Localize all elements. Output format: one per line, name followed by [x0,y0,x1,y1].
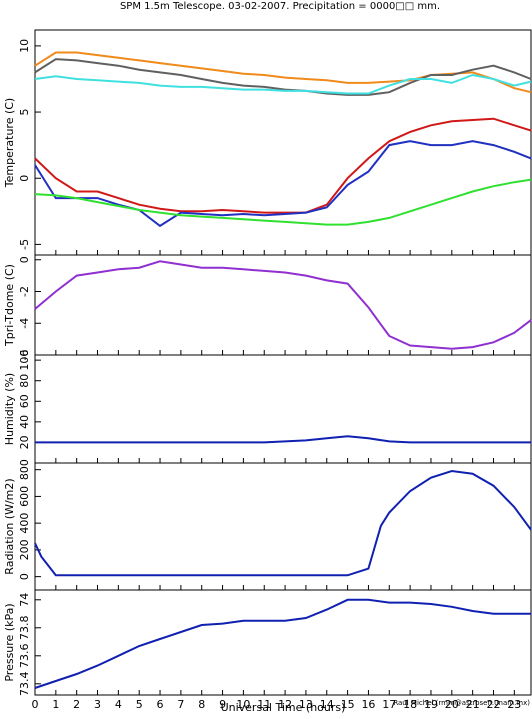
x-tick-label: 14 [320,698,334,711]
x-tick-label: 6 [157,698,164,711]
y-tick-label: 60 [18,394,31,408]
data-line [34,178,532,226]
credit: Raul Michel (rmm@astrosen.unam.mx) [393,699,530,707]
x-tick-label: 3 [94,698,101,711]
y-tick-label: 100 [18,350,31,371]
x-tick-label: 9 [219,698,226,711]
data-line [34,73,532,95]
y-tick-label: 40 [18,415,31,429]
data-line [34,140,532,228]
plot-frame [34,354,532,464]
x-tick-label: 15 [341,698,355,711]
plot-frame [34,589,532,696]
x-tick-label: 12 [278,698,292,711]
x-tick-label: 13 [299,698,313,711]
y-tick-label: 800 [18,459,31,480]
x-tick-label: 10 [236,698,250,711]
data-line [34,51,532,94]
y-tick-label: -6 [18,350,31,361]
y-axis-label: Pressure (kPa) [3,603,16,681]
y-tick-label: -5 [18,239,31,250]
y-tick-label: 200 [18,539,31,560]
y-tick-label: 600 [18,486,31,507]
x-tick-label: 7 [177,698,184,711]
y-tick-label: -4 [18,318,31,329]
data-line [34,598,531,689]
y-tick-label: 80 [18,374,31,388]
y-tick-label: 400 [18,513,31,534]
y-tick-label: -2 [18,286,31,297]
x-tick-label: 8 [198,698,205,711]
x-tick-label: 2 [73,698,80,711]
x-tick-label: 4 [115,698,122,711]
y-tick-label: 20 [18,435,31,449]
x-tick-label: 23 [507,698,521,711]
x-tick-label: 20 [445,698,459,711]
x-tick-label: 0 [32,698,39,711]
data-line [34,58,532,96]
data-line [34,260,532,350]
x-tick-label: 16 [361,698,375,711]
x-tick-label: 22 [486,698,500,711]
y-axis-label: Temperature (C) [3,98,16,188]
x-tick-label: 1 [52,698,59,711]
x-tick-label: 11 [257,698,271,711]
y-tick-label: 73.4 [18,672,31,697]
x-axis-label: Universal Time (hours) [221,701,346,714]
x-tick-label: 18 [403,698,417,711]
y-tick-label: 73.8 [18,616,31,641]
x-tick-label: 21 [466,698,480,711]
data-line [34,469,532,577]
data-line [34,117,532,214]
plot-frame [34,462,532,591]
x-tick-label: 17 [382,698,396,711]
y-tick-label: 0 [18,256,31,263]
y-axis-label: Tpri-Tdome (C) [3,264,16,347]
chart-title: SPM 1.5m Telescope. 03-02-2007. Precipit… [120,1,440,12]
y-tick-label: 74 [18,593,31,607]
x-tick-label: 19 [424,698,438,711]
y-axis-label: Radiation (W/m2) [3,478,16,574]
y-tick-label: 0 [18,573,31,580]
y-tick-label: 5 [18,109,31,116]
y-tick-label: 73.6 [18,644,31,669]
x-tick-label: 5 [136,698,143,711]
data-line [35,435,531,444]
y-axis-label: Humidity (%) [3,373,16,445]
y-tick-label: 0 [18,175,31,182]
y-tick-label: 10 [18,39,31,53]
